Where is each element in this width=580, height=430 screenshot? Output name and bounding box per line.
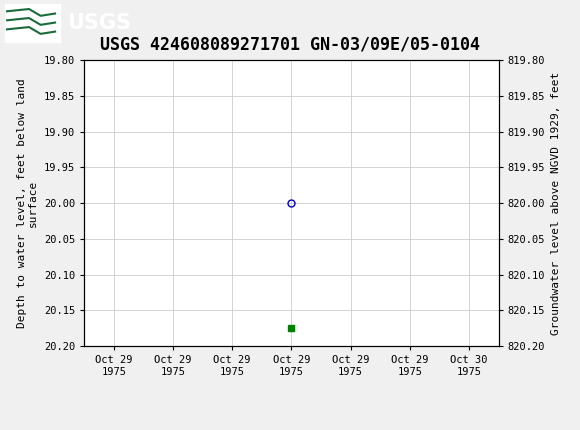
Text: USGS: USGS <box>67 12 130 33</box>
Y-axis label: Depth to water level, feet below land
surface: Depth to water level, feet below land su… <box>17 78 38 328</box>
Text: USGS 424608089271701 GN-03/09E/05-0104: USGS 424608089271701 GN-03/09E/05-0104 <box>100 36 480 54</box>
Bar <box>5 3 60 42</box>
Y-axis label: Groundwater level above NGVD 1929, feet: Groundwater level above NGVD 1929, feet <box>551 71 561 335</box>
